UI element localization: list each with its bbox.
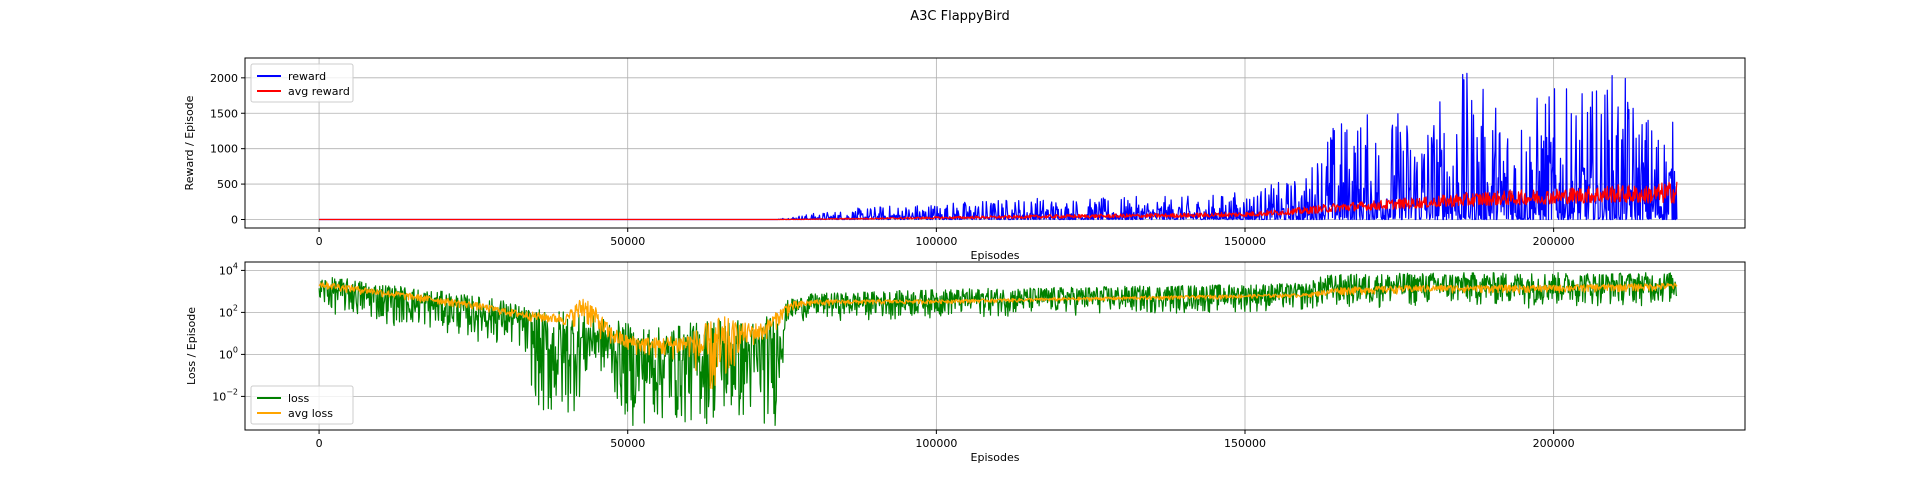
reward-x-axis-label: Episodes <box>971 249 1020 262</box>
loss-legend: loss avg loss <box>250 385 354 425</box>
x-tick-label: 0 <box>316 437 323 450</box>
series-line-avg-reward <box>319 181 1678 221</box>
x-tick-label: 100000 <box>915 437 957 450</box>
x-tick-label: 100000 <box>915 235 957 248</box>
series-line-loss <box>318 272 1678 426</box>
reward-axes: 0 50000 100000 150000 200000 0 500 1000 1500 200… <box>183 57 1746 262</box>
loss-y-axis-label: Loss / Episode <box>185 307 198 385</box>
x-tick-label: 50000 <box>610 437 645 450</box>
x-tick-label: 50000 <box>610 235 645 248</box>
y-tick-label: 2000 <box>210 72 238 85</box>
legend-label-avg-loss: avg loss <box>288 407 333 420</box>
x-tick-label: 150000 <box>1224 235 1266 248</box>
y-tick-label: 0 <box>231 214 238 227</box>
figure-title: A3C FlappyBird <box>910 9 1010 24</box>
x-tick-label: 200000 <box>1533 235 1575 248</box>
y-tick-label: 1000 <box>210 143 238 156</box>
legend-label-reward: reward <box>288 70 326 83</box>
legend-label-avg-reward: avg reward <box>288 85 350 98</box>
y-tick-label: 500 <box>217 178 238 191</box>
legend-label-loss: loss <box>288 392 310 405</box>
series-line-avg-loss <box>318 281 1678 389</box>
reward-y-axis-label: Reward / Episode <box>183 95 196 190</box>
y-tick-label: 1500 <box>210 107 238 120</box>
reward-legend: reward avg reward <box>250 63 354 103</box>
x-tick-label: 150000 <box>1224 437 1266 450</box>
x-tick-label: 200000 <box>1533 437 1575 450</box>
x-tick-label: 0 <box>316 235 323 248</box>
loss-x-axis-label: Episodes <box>971 451 1020 464</box>
